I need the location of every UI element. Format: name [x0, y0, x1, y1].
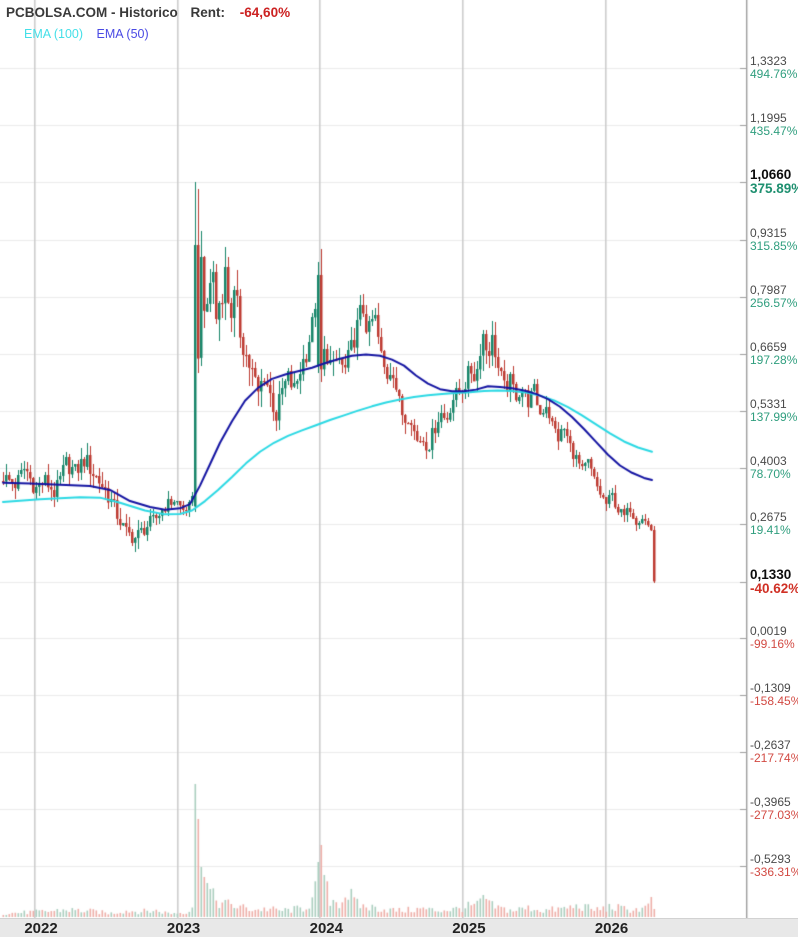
- y-axis-tick-row: 0,5331 137.99%: [750, 396, 798, 424]
- y-axis-percent-label: 315.85%: [750, 238, 798, 253]
- ema100-legend-label: EMA (100): [24, 27, 84, 41]
- y-axis-tick-row: 0,7987 256.57%: [750, 282, 798, 310]
- y-axis-tick-row: 0,6659 197.28%: [750, 339, 798, 367]
- y-axis-price-label: -0,3965: [750, 795, 791, 810]
- y-axis-tick-row: 1,1995 435.47%: [750, 110, 798, 138]
- x-axis-year-label: 2025: [452, 920, 486, 937]
- y-axis-price-label: -0,5293: [750, 851, 791, 866]
- ema50-legend-label: EMA (50): [96, 27, 149, 41]
- y-axis-percent-label: -217.74%: [750, 751, 798, 766]
- x-axis-year-label: 2024: [309, 920, 343, 937]
- y-axis-price-label: 0,2675: [750, 510, 787, 525]
- y-axis-tick-row: -0,2637 -217.74%: [750, 739, 798, 765]
- y-axis-percent-label: -158.45%: [750, 694, 798, 709]
- y-axis-percent-label: 78.70%: [750, 466, 791, 481]
- y-axis-tick-row: 0,0019 -99.16%: [750, 625, 795, 651]
- y-axis-percent-label: 19.41%: [750, 523, 791, 538]
- y-axis-price-label: 0,1330: [750, 567, 792, 583]
- y-axis-price-label: -0,1309: [750, 681, 791, 696]
- price-axis: 1,3323 494.76% 1,1995 435.47% 1,0660 375.89% 0…: [750, 0, 798, 918]
- y-axis-price-label: -0,2637: [750, 738, 791, 753]
- y-axis-percent-label: 197.28%: [750, 352, 798, 367]
- y-axis-tick-row: 0,2675 19.41%: [750, 511, 791, 537]
- y-axis-percent-label: 256.57%: [750, 295, 798, 310]
- y-axis-price-label: 0,5331: [750, 396, 787, 411]
- y-axis-price-label: 1,0660: [750, 167, 792, 183]
- y-axis-highlighted-tick: 1,0660 375.89%: [750, 168, 798, 196]
- y-axis-percent-label: 494.76%: [750, 66, 798, 81]
- y-axis-tick-row: 0,9315 315.85%: [750, 225, 798, 253]
- y-axis-percent-label: -277.03%: [750, 808, 798, 823]
- y-axis-price-label: 0,7987: [750, 282, 787, 297]
- instrument-title: PCBOLSA.COM - Historico: [6, 5, 178, 20]
- y-axis-percent-label: -40.62%: [750, 581, 798, 597]
- chart-title: PCBOLSA.COM - Historico Rent: -64,60%: [6, 5, 290, 20]
- y-axis-percent-label: 435.47%: [750, 123, 798, 138]
- y-axis-price-label: 0,0019: [750, 624, 787, 639]
- y-axis-percent-label: 375.89%: [750, 181, 798, 197]
- y-axis-price-label: 0,4003: [750, 453, 787, 468]
- x-axis-year-label: 2022: [24, 920, 58, 937]
- rent-value: -64,60%: [239, 5, 291, 20]
- y-axis-price-label: 0,9315: [750, 225, 787, 240]
- y-axis-tick-row: 0,4003 78.70%: [750, 453, 791, 481]
- y-axis-tick-row: 1,3323 494.76%: [750, 53, 798, 81]
- y-axis-percent-label: 137.99%: [750, 409, 798, 424]
- y-axis-percent-label: -336.31%: [750, 864, 798, 879]
- time-axis: 2022 2023 2024 2025 2026: [0, 918, 798, 937]
- y-axis-tick-row: -0,3965 -277.03%: [750, 796, 798, 822]
- x-axis-year-label: 2023: [166, 920, 201, 937]
- y-axis-highlighted-tick: 0,1330 -40.62%: [750, 568, 798, 596]
- y-axis-price-label: 1,3323: [750, 53, 787, 68]
- y-axis-tick-row: -0,1309 -158.45%: [750, 682, 798, 708]
- y-axis-tick-row: -0,5293 -336.31%: [750, 851, 798, 879]
- y-axis-percent-label: -99.16%: [750, 637, 795, 652]
- indicator-legend: EMA (100) EMA (50): [24, 27, 149, 41]
- y-axis-price-label: 1,1995: [750, 110, 787, 125]
- y-axis-price-label: 0,6659: [750, 339, 787, 354]
- x-axis-year-label: 2026: [594, 920, 629, 937]
- rent-label: Rent:: [190, 5, 226, 20]
